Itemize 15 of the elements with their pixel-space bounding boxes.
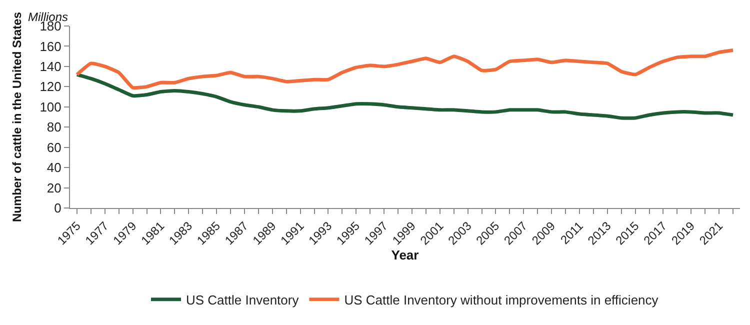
y-axis-title: Number of cattle in the United States <box>10 12 24 222</box>
legend-label: US Cattle Inventory <box>186 292 300 308</box>
y-tick-label: 160 <box>40 38 62 54</box>
line-series <box>75 72 735 120</box>
line-series <box>75 48 735 90</box>
y-tick-label: 20 <box>46 180 62 196</box>
y-tick-label: 60 <box>46 140 62 155</box>
y-tick-label: 80 <box>46 120 62 135</box>
y-tick-label: 120 <box>40 79 62 94</box>
y-tick-label: 40 <box>46 160 62 176</box>
x-axis-title: Year <box>391 248 419 263</box>
legend-label: US Cattle Inventory without improvements in efficiency <box>344 292 659 308</box>
y-tick-label: 100 <box>40 99 62 114</box>
y-tick-label: 140 <box>40 58 62 74</box>
y-tick-label: 0 <box>54 200 62 216</box>
